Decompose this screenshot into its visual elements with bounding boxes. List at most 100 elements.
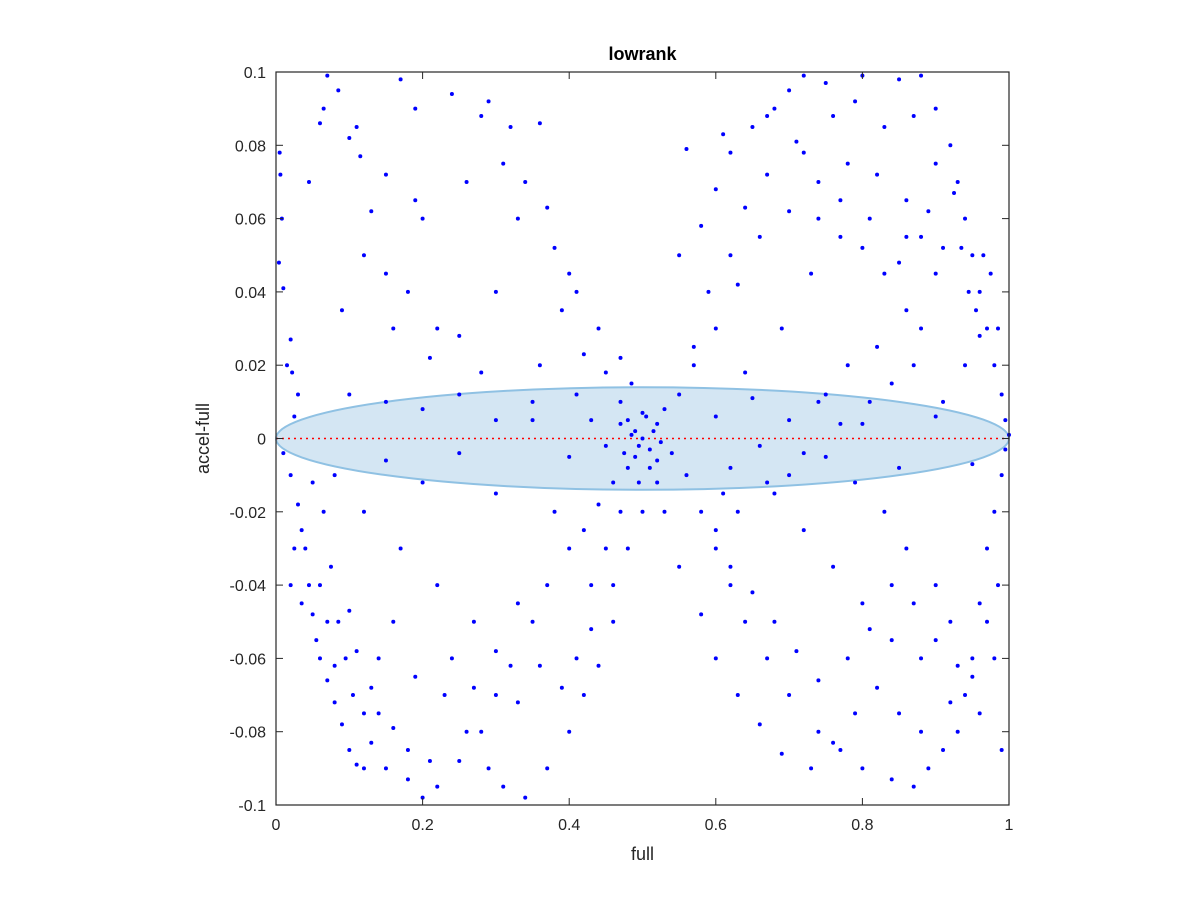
scatter-point [354, 649, 359, 654]
scatter-point [361, 253, 366, 258]
scatter-point [339, 308, 344, 313]
scatter-point [831, 740, 836, 745]
scatter-point [515, 700, 520, 705]
x-axis-ticks: 0 0.2 0.4 0.6 0.8 1 [272, 72, 1014, 834]
scatter-point [479, 113, 484, 118]
scatter-point [743, 370, 748, 375]
y-tick-label: -0.06 [230, 651, 267, 668]
scatter-point [706, 289, 711, 294]
scatter-point [897, 465, 902, 470]
scatter-point [860, 421, 865, 426]
scatter-point [398, 77, 403, 82]
scatter-point [919, 73, 924, 78]
scatter-point [295, 392, 300, 397]
scatter-point [875, 172, 880, 177]
scatter-point [508, 124, 513, 129]
scatter-point [977, 601, 982, 606]
scatter-point [772, 491, 777, 496]
scatter-point [278, 172, 283, 177]
scatter-point [985, 326, 990, 331]
x-tick-label: 0.6 [705, 817, 727, 834]
x-tick-label: 0 [272, 817, 281, 834]
scatter-point [420, 795, 425, 800]
scatter-point [292, 546, 297, 551]
scatter-point [281, 286, 286, 291]
scatter-point [889, 381, 894, 386]
scatter-point [911, 784, 916, 789]
scatter-point [959, 245, 964, 250]
scatter-point [545, 766, 550, 771]
scatter-point [383, 271, 388, 276]
scatter-point [299, 601, 304, 606]
scatter-point [361, 509, 366, 514]
scatter-point [574, 289, 579, 294]
scatter-point [618, 509, 623, 514]
scatter-point [391, 326, 396, 331]
y-tick-label: 0 [257, 432, 266, 449]
scatter-point [728, 465, 733, 470]
scatter-point [545, 205, 550, 210]
scatter-point [501, 784, 506, 789]
scatter-point [867, 216, 872, 221]
scatter-point [361, 711, 366, 716]
scatter-point [420, 216, 425, 221]
scatter-point [816, 678, 821, 683]
scatter-point [343, 656, 348, 661]
scatter-point [926, 209, 931, 214]
scatter-point [288, 583, 293, 588]
scatter-point [413, 674, 418, 679]
y-tick-label: 0.04 [235, 285, 266, 302]
scatter-point [977, 333, 982, 338]
scatter-point [757, 234, 762, 239]
scatter-point [589, 627, 594, 632]
scatter-point [299, 528, 304, 533]
scatter-point [691, 344, 696, 349]
scatter-point [647, 465, 652, 470]
scatter-point [471, 619, 476, 624]
scatter-point [589, 418, 594, 423]
scatter-point [713, 528, 718, 533]
scatter-point [603, 546, 608, 551]
scatter-point [669, 451, 674, 456]
scatter-point [314, 638, 319, 643]
scatter-point [317, 583, 322, 588]
y-tick-label: -0.1 [238, 798, 266, 815]
scatter-point [596, 502, 601, 507]
scatter-point [581, 693, 586, 698]
scatter-point [897, 711, 902, 716]
scatter-point [493, 289, 498, 294]
scatter-point [838, 234, 843, 239]
scatter-point [310, 480, 315, 485]
scatter-point [537, 121, 542, 126]
scatter-point [376, 711, 381, 716]
scatter-point [629, 432, 634, 437]
scatter-point [332, 700, 337, 705]
scatter-point [369, 685, 374, 690]
scatter-point [845, 161, 850, 166]
scatter-point [596, 663, 601, 668]
scatter-point [809, 766, 814, 771]
scatter-point [391, 726, 396, 731]
scatter-point [867, 399, 872, 404]
scatter-point [662, 509, 667, 514]
scatter-point [277, 150, 282, 155]
scatter-point [530, 399, 535, 404]
scatter-point [537, 363, 542, 368]
scatter-point [288, 473, 293, 478]
scatter-point [992, 656, 997, 661]
scatter-point [743, 619, 748, 624]
scatter-point [904, 198, 909, 203]
scatter-point [713, 656, 718, 661]
scatter-point [647, 447, 652, 452]
scatter-point [750, 124, 755, 129]
chart-title: lowrank [608, 44, 677, 64]
scatter-point [728, 583, 733, 588]
scatter-point [699, 509, 704, 514]
scatter-point [442, 693, 447, 698]
scatter-point [765, 480, 770, 485]
scatter-point [845, 363, 850, 368]
scatter-point [464, 729, 469, 734]
scatter-point [816, 179, 821, 184]
scatter-point [350, 693, 355, 698]
